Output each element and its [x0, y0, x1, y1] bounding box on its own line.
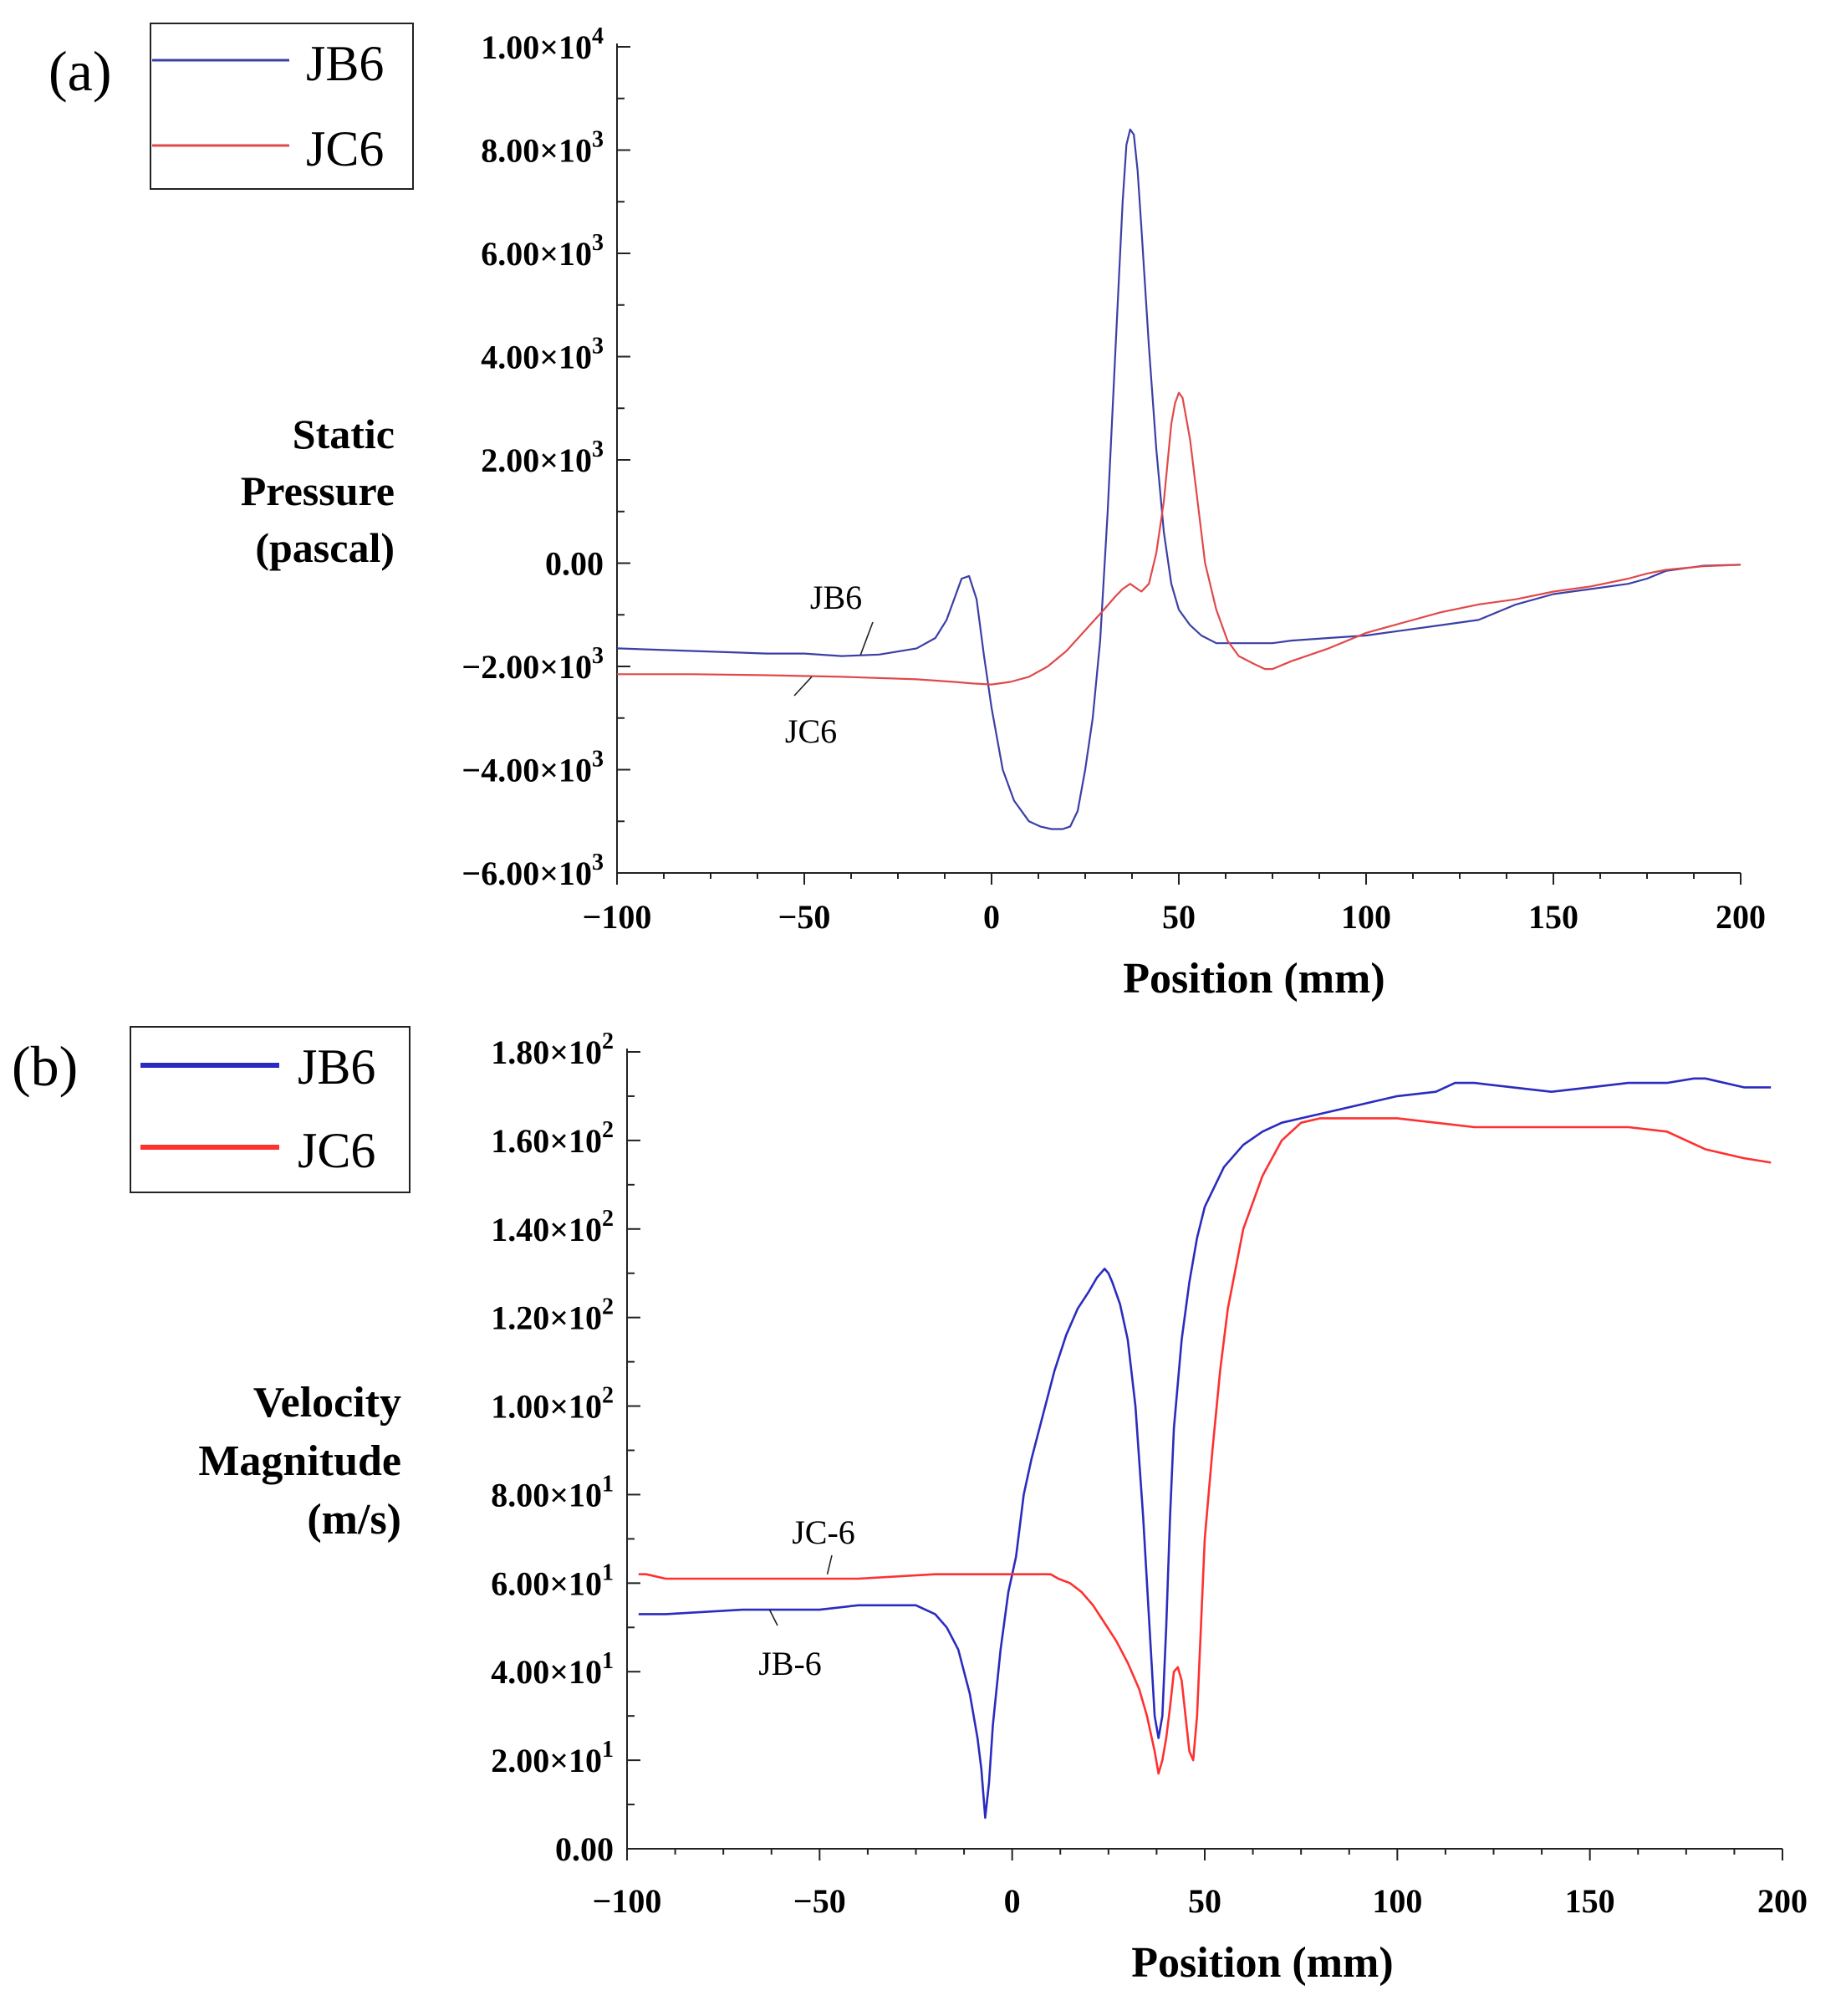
annotation-label: JC6: [785, 712, 837, 750]
y-tick-label: −4.00×103: [462, 747, 604, 789]
y-tick-label: 6.00×103: [481, 230, 604, 273]
panel-label: (b): [12, 1034, 78, 1098]
legend: JB6 JC6: [150, 23, 414, 190]
annotation-label: JB-6: [758, 1645, 822, 1682]
y-tick-label: 6.00×101: [491, 1559, 614, 1602]
x-tick-label: 100: [1372, 1882, 1422, 1920]
y-tick-label: 1.00×102: [491, 1383, 614, 1426]
x-tick-label: 150: [1528, 898, 1578, 936]
x-tick-label: 50: [1188, 1882, 1221, 1920]
chart-panel-b: (b) JB6 JC6 Velocity Magnitude (m/s) Pos…: [12, 1026, 1808, 1987]
chart-panel-a: (a) JB6 JC6 Static Pressure (pascal) Pos…: [48, 23, 1766, 1003]
x-tick-label: 100: [1341, 898, 1391, 936]
legend-label-jb6: JB6: [306, 36, 384, 91]
y-tick-label: 2.00×101: [491, 1737, 614, 1779]
x-axis-title: Position (mm): [1131, 1939, 1393, 1987]
y-axis-title-line-2: Pressure: [241, 467, 395, 514]
legend-label-jb6: JB6: [298, 1039, 375, 1095]
y-tick-label: 1.60×102: [491, 1117, 614, 1160]
series-line-jc6: [638, 1117, 1772, 1775]
y-tick-label: 2.00×103: [481, 436, 604, 479]
legend-label-jc6: JC6: [306, 121, 384, 176]
y-axis-title-line-1: Velocity: [253, 1379, 401, 1427]
annotation-label: JB6: [810, 579, 862, 616]
y-tick-label: 1.80×102: [491, 1028, 614, 1071]
x-tick-label: 200: [1757, 1882, 1808, 1920]
x-tick-label: 50: [1162, 898, 1196, 936]
legend-box: [150, 23, 414, 190]
y-axis-title-line-3: (m/s): [307, 1496, 401, 1544]
x-tick-label: 200: [1716, 898, 1766, 936]
y-tick-label: 1.40×102: [491, 1206, 614, 1248]
y-tick-label: 0.00: [545, 545, 604, 583]
y-tick-label: 8.00×101: [491, 1471, 614, 1513]
axes: 1.00×104 8.00×103 6.00×103 4.00×103 2.00×103…: [462, 23, 1766, 936]
y-tick-label: 4.00×103: [481, 334, 604, 376]
legend-box: [130, 1026, 411, 1193]
y-tick-label: −6.00×103: [462, 850, 604, 892]
y-axis-title: Velocity Magnitude (m/s): [198, 1379, 401, 1544]
y-tick-label: 1.20×102: [491, 1294, 614, 1337]
y-tick-label: 8.00×103: [481, 127, 604, 170]
annotation-leader: [826, 1554, 833, 1575]
annotation-leader: [768, 1609, 778, 1626]
axes: 1.80×102 1.60×102 1.40×102 1.20×102 1.00×102…: [491, 1028, 1808, 1920]
legend-label-jc6: JC6: [298, 1123, 375, 1178]
x-tick-label: 0: [983, 898, 1000, 936]
legend: JB6 JC6: [130, 1026, 411, 1193]
x-tick-label: −50: [793, 1882, 846, 1920]
y-axis-title-line-1: Static: [293, 411, 395, 457]
y-axis-title-line-2: Magnitude: [198, 1437, 401, 1485]
x-axis-title: Position (mm): [1123, 955, 1384, 1003]
y-tick-label: −2.00×103: [462, 643, 604, 686]
series-line-jb6: [616, 128, 1741, 830]
y-axis-title-line-3: (pascal): [255, 524, 395, 571]
x-tick-label: 150: [1565, 1882, 1615, 1920]
panel-label: (a): [48, 39, 111, 103]
y-axis-title: Static Pressure (pascal): [241, 411, 395, 571]
y-tick-label: 1.00×104: [481, 23, 604, 66]
x-tick-label: −100: [593, 1882, 662, 1920]
y-tick-label: 4.00×101: [491, 1648, 614, 1691]
x-tick-label: −50: [778, 898, 831, 936]
x-tick-label: 0: [1004, 1882, 1021, 1920]
annotation-label: JC-6: [792, 1513, 855, 1551]
x-tick-label: −100: [583, 898, 652, 936]
annotation-leader: [793, 676, 813, 697]
y-tick-label: 0.00: [555, 1830, 614, 1868]
annotation-leader: [859, 621, 874, 656]
series-line-jb6: [638, 1077, 1772, 1820]
series-line-jc6: [617, 391, 1741, 686]
